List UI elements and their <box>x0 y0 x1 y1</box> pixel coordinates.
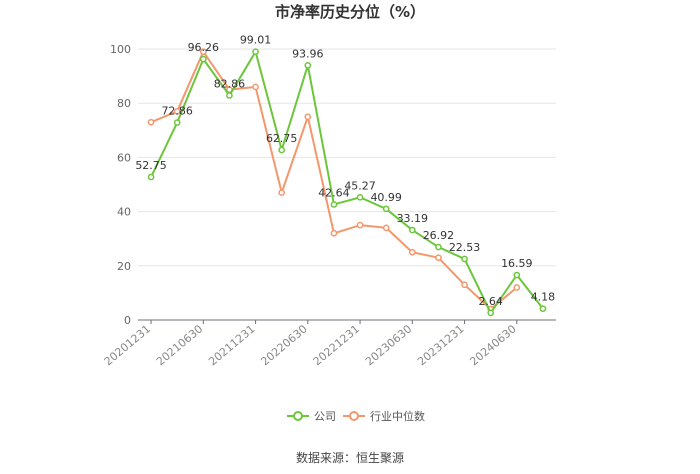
legend-item-company[interactable]: 公司 <box>287 410 336 423</box>
series-line-company <box>150 50 544 314</box>
data-point[interactable] <box>278 189 286 196</box>
data-point[interactable] <box>278 146 286 154</box>
series-line-industry-median <box>150 50 518 311</box>
data-label: 72.86 <box>161 105 193 118</box>
x-tick-label: 20230630 <box>363 322 414 368</box>
data-point[interactable] <box>173 119 181 126</box>
data-point[interactable] <box>382 224 390 232</box>
data-point[interactable] <box>147 173 155 181</box>
data-point[interactable] <box>408 248 416 256</box>
data-point[interactable] <box>226 92 233 99</box>
data-label: 42.64 <box>318 186 350 199</box>
data-point[interactable] <box>513 284 521 291</box>
data-point[interactable] <box>199 48 207 56</box>
data-label: 22.53 <box>449 241 481 254</box>
series-group <box>147 48 547 317</box>
data-label: 45.27 <box>344 179 376 192</box>
data-label: 2.64 <box>478 295 503 308</box>
y-tick-label: 0 <box>124 314 131 327</box>
data-label: 93.96 <box>292 47 324 60</box>
legend[interactable]: 公司 行业中位数 <box>287 409 425 423</box>
data-point[interactable] <box>382 205 390 213</box>
source-note: 数据来源：恒生聚源 <box>296 450 404 465</box>
x-tick-label: 20211231 <box>206 322 257 368</box>
data-point[interactable] <box>330 201 338 208</box>
data-label: 26.92 <box>423 229 455 242</box>
x-tick-label: 20231231 <box>415 322 466 368</box>
data-point[interactable] <box>199 55 207 63</box>
legend-swatch-marker <box>293 411 303 421</box>
grid-lines <box>138 48 556 267</box>
data-point[interactable] <box>147 118 155 126</box>
data-label: 82.86 <box>214 77 246 90</box>
data-point[interactable] <box>408 226 416 234</box>
y-tick-label: 100 <box>110 43 131 56</box>
y-tick-label: 40 <box>117 206 131 219</box>
data-point[interactable] <box>487 309 495 317</box>
data-point[interactable] <box>539 305 547 313</box>
data-point[interactable] <box>513 271 521 279</box>
data-label: 62.75 <box>266 132 298 145</box>
data-label: 96.26 <box>188 41 220 54</box>
legend-item-industry-median[interactable]: 行业中位数 <box>343 409 425 423</box>
legend-swatch-marker <box>349 411 359 421</box>
data-label: 33.19 <box>397 212 429 225</box>
chart-title: 市净率历史分位（%） <box>275 3 425 21</box>
data-point[interactable] <box>252 83 259 91</box>
data-point[interactable] <box>330 229 338 237</box>
data-point[interactable] <box>435 254 442 262</box>
x-axis: 20201231 20210630 20211231 20220630 20221231… <box>102 319 556 368</box>
data-point[interactable] <box>173 107 181 115</box>
y-tick-label: 80 <box>117 97 131 110</box>
data-point[interactable] <box>461 281 468 289</box>
x-tick-label: 20221231 <box>311 322 362 368</box>
data-labels: 52.75 72.86 96.26 82.86 99.01 62.75 93.96 42.64… <box>135 34 555 308</box>
data-point[interactable] <box>304 113 312 121</box>
data-label: 99.01 <box>240 34 272 47</box>
y-tick-label: 60 <box>117 151 131 164</box>
legend-label: 公司 <box>314 410 336 423</box>
x-tick-label: 20201231 <box>102 322 153 368</box>
x-tick-label: 20240630 <box>467 322 518 368</box>
data-point[interactable] <box>252 48 259 56</box>
data-label: 16.59 <box>501 257 533 270</box>
data-point[interactable] <box>461 255 468 263</box>
data-label: 4.18 <box>531 291 556 304</box>
y-axis: 0 20 40 60 80 100 <box>110 43 131 327</box>
data-point[interactable] <box>356 193 364 201</box>
x-tick-label: 20220630 <box>258 322 309 368</box>
data-point[interactable] <box>435 243 442 251</box>
legend-label: 行业中位数 <box>370 409 425 423</box>
data-label: 52.75 <box>135 159 167 172</box>
data-point[interactable] <box>356 221 364 229</box>
data-label: 40.99 <box>370 191 402 204</box>
data-point[interactable] <box>304 62 312 69</box>
x-tick-label: 20210630 <box>154 322 205 368</box>
y-tick-label: 20 <box>117 260 131 273</box>
